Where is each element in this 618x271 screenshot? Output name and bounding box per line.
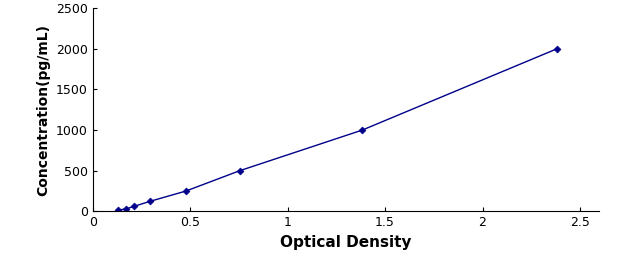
Y-axis label: Concentration(pg/mL): Concentration(pg/mL) (36, 24, 51, 196)
X-axis label: Optical Density: Optical Density (281, 235, 412, 250)
